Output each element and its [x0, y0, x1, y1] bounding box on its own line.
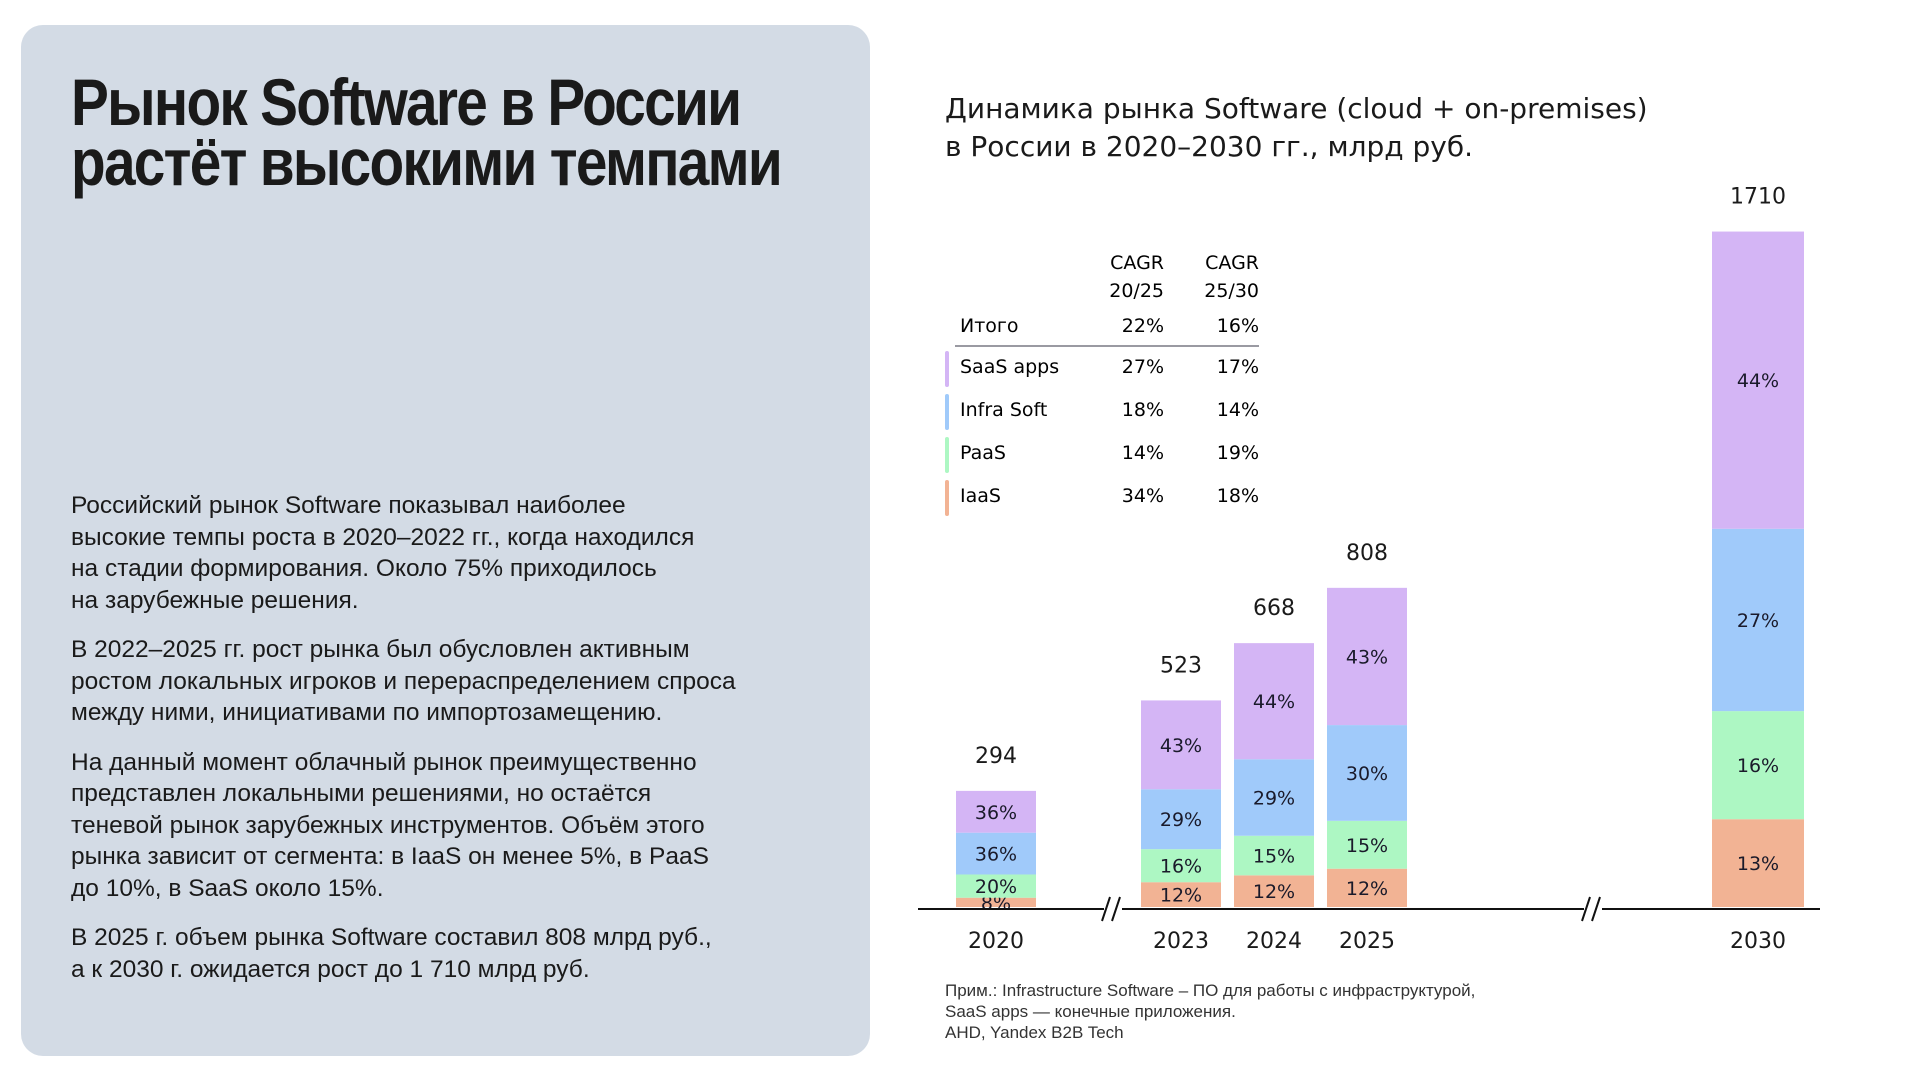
total-label: 294: [975, 744, 1017, 769]
segment-label: 15%: [1346, 835, 1388, 857]
legend-swatch: [945, 437, 949, 473]
bar-segment-saas-apps: [1141, 700, 1221, 790]
cagr-value: 18%: [1217, 485, 1259, 507]
cagr-header: CAGR: [1205, 252, 1259, 274]
x-tick-label: 2025: [1339, 929, 1395, 954]
cagr-value: 14%: [1122, 442, 1164, 464]
segment-label: 27%: [1737, 610, 1779, 632]
paragraph: На данный момент облачный рынок преимуще…: [71, 748, 709, 902]
footnote: Прим.: Infrastructure Software – ПО для …: [945, 981, 1476, 1042]
legend-label: PaaS: [960, 442, 1006, 464]
chart-title: Динамика рынка Software (cloud + on-prem…: [945, 92, 1648, 163]
segment-label: 16%: [1737, 755, 1779, 777]
segment-label: 12%: [1346, 878, 1388, 900]
page-title: Рынок Software в России растёт высокими т…: [71, 69, 783, 195]
x-tick-label: 2030: [1730, 929, 1786, 954]
bar-segment-infra-soft: [1141, 789, 1221, 850]
total-label: 668: [1253, 596, 1295, 621]
segment-label: 13%: [1737, 853, 1779, 875]
paragraph: Российский рынок Software показывал наиб…: [71, 492, 695, 614]
cagr-row-label: Итого: [960, 315, 1019, 337]
left-panel: [21, 25, 870, 1056]
segment-label: 20%: [975, 876, 1017, 898]
total-label: 523: [1160, 653, 1202, 678]
segment-label: 44%: [1737, 370, 1779, 392]
segment-label: 30%: [1346, 763, 1388, 785]
bar-segment-paas: [956, 874, 1036, 898]
axis-break-mark: [1581, 896, 1591, 922]
axis-break-mark: [1101, 896, 1111, 922]
bar-segment-paas: [1141, 849, 1221, 883]
cagr-value: 19%: [1217, 442, 1259, 464]
segment-label: 16%: [1160, 856, 1202, 878]
bar-segment-saas-apps: [1234, 643, 1314, 760]
segment-label: 15%: [1253, 846, 1295, 868]
axis-break-mark: [1111, 896, 1121, 922]
cagr-value: 18%: [1122, 399, 1164, 421]
paragraph: В 2022–2025 гг. рост рынка был обусловле…: [71, 636, 736, 726]
cagr-header: 20/25: [1109, 280, 1164, 302]
title-line-1: Рынок Software в России: [71, 65, 742, 139]
cagr-value: 16%: [1217, 315, 1259, 337]
segment-label: 36%: [975, 802, 1017, 824]
bar-segment-paas: [1234, 835, 1314, 876]
legend-swatch: [945, 394, 949, 430]
bar-segment-infra-soft: [1234, 759, 1314, 836]
cagr-value: 22%: [1122, 315, 1164, 337]
bar-segment-saas-apps: [1712, 231, 1804, 529]
segment-label: 36%: [975, 844, 1017, 866]
legend-swatch: [945, 480, 949, 516]
cagr-value: 34%: [1122, 485, 1164, 507]
segment-label: 43%: [1160, 735, 1202, 757]
total-label: 1710: [1730, 185, 1786, 210]
paragraph: В 2025 г. объем рынка Software составил …: [71, 924, 712, 983]
cagr-value: 27%: [1122, 356, 1164, 378]
segment-label: 29%: [1253, 787, 1295, 809]
legend-label: SaaS apps: [960, 356, 1059, 378]
bar-segment-saas-apps: [1327, 587, 1407, 726]
bar-segment-saas-apps: [956, 790, 1036, 833]
body-text: Российский рынок Software показывал наиб…: [71, 490, 831, 1003]
legend-label: IaaS: [960, 485, 1001, 507]
bar-segment-iaas: [1712, 819, 1804, 907]
x-tick-label: 2023: [1153, 929, 1209, 954]
legend-swatch: [945, 351, 949, 387]
bar-segment-infra-soft: [1712, 528, 1804, 712]
bar-segment-iaas: [956, 897, 1036, 907]
x-tick-label: 2024: [1246, 929, 1302, 954]
segment-label: 29%: [1160, 809, 1202, 831]
axis-break-mark: [1591, 896, 1601, 922]
x-tick-label: 2020: [968, 929, 1024, 954]
title-line-2: растёт высокими темпами: [71, 125, 783, 199]
bar-segment-infra-soft: [1327, 725, 1407, 821]
segment-label: 43%: [1346, 646, 1388, 668]
cagr-header: 25/30: [1204, 280, 1259, 302]
cagr-value: 14%: [1217, 399, 1259, 421]
cagr-header: CAGR: [1110, 252, 1164, 274]
segment-label: 12%: [1253, 881, 1295, 903]
total-label: 808: [1346, 541, 1388, 566]
bar-segment-iaas: [1234, 875, 1314, 907]
segment-label: 12%: [1160, 885, 1202, 907]
legend-label: Infra Soft: [960, 399, 1047, 421]
cagr-value: 17%: [1217, 356, 1259, 378]
bar-segment-iaas: [1327, 868, 1407, 907]
bar-segment-iaas: [1141, 882, 1221, 907]
bar-segment-paas: [1712, 711, 1804, 820]
bar-segment-paas: [1327, 820, 1407, 869]
segment-label: 44%: [1253, 691, 1295, 713]
bar-segment-infra-soft: [956, 832, 1036, 875]
